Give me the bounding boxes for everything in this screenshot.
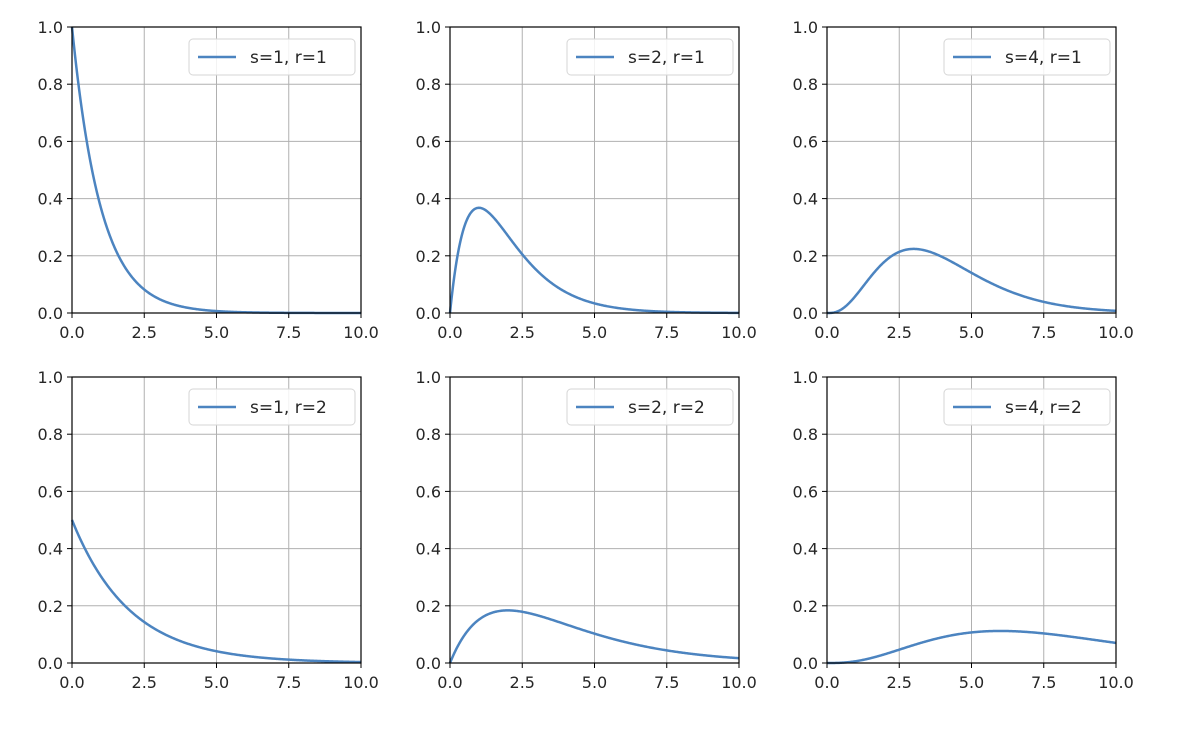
y-tick-label: 0.6 xyxy=(416,132,441,151)
legend-label: s=4, r=1 xyxy=(1005,48,1082,68)
x-tick-label: 7.5 xyxy=(1031,323,1056,342)
y-tick-label: 0.8 xyxy=(38,75,63,94)
y-tick-label: 1.0 xyxy=(416,18,441,37)
x-tick-label: 5.0 xyxy=(582,673,607,692)
x-tick-label: 5.0 xyxy=(204,323,229,342)
x-tick-label: 7.5 xyxy=(654,323,679,342)
y-tick-label: 0.4 xyxy=(793,540,818,559)
y-tick-label: 0.4 xyxy=(38,190,63,209)
legend-label: s=2, r=2 xyxy=(628,398,705,418)
legend: s=1, r=1 xyxy=(188,38,356,76)
y-tick-label: 0.6 xyxy=(793,132,818,151)
y-tick-label: 0.0 xyxy=(793,304,818,323)
y-tick-label: 0.8 xyxy=(793,425,818,444)
x-tick-label: 7.5 xyxy=(276,323,301,342)
x-tick-label: 0.0 xyxy=(59,673,84,692)
x-tick-label: 2.5 xyxy=(510,673,535,692)
y-tick-label: 0.2 xyxy=(38,597,63,616)
x-tick-label: 2.5 xyxy=(887,323,912,342)
y-tick-label: 0.6 xyxy=(793,482,818,501)
y-tick-label: 0.8 xyxy=(416,425,441,444)
legend-label: s=1, r=1 xyxy=(250,48,327,68)
legend: s=4, r=1 xyxy=(943,38,1111,76)
x-tick-label: 5.0 xyxy=(959,323,984,342)
series-line xyxy=(827,629,1117,665)
x-tick-label: 2.5 xyxy=(132,673,157,692)
y-tick-label: 0.8 xyxy=(38,425,63,444)
x-tick-label: 10.0 xyxy=(1098,673,1134,692)
y-tick-label: 1.0 xyxy=(416,368,441,387)
x-tick-label: 5.0 xyxy=(959,673,984,692)
x-tick-label: 0.0 xyxy=(437,323,462,342)
legend: s=4, r=2 xyxy=(943,388,1111,426)
y-tick-label: 0.4 xyxy=(416,190,441,209)
y-tick-label: 0.2 xyxy=(38,247,63,266)
legend-box xyxy=(566,388,734,426)
subplot-4: 0.0 2.5 5.0 7.5 10.0 0.0 0.2 0.4 0.6 0.8 1.0 s=1, r… xyxy=(38,368,379,692)
x-tick-label: 7.5 xyxy=(276,673,301,692)
x-tick-label: 5.0 xyxy=(204,673,229,692)
subplot-2: 0.0 2.5 5.0 7.5 10.0 0.0 0.2 0.4 0.6 0.8 1.0 s=2, r… xyxy=(416,18,757,342)
subplot-5: 0.0 2.5 5.0 7.5 10.0 0.0 0.2 0.4 0.6 0.8 1.0 s=2, r… xyxy=(416,368,757,692)
y-tick-label: 0.2 xyxy=(793,597,818,616)
y-tick-label: 0.8 xyxy=(416,75,441,94)
y-tick-label: 1.0 xyxy=(793,368,818,387)
y-tick-label: 0.0 xyxy=(793,654,818,673)
series-line xyxy=(448,609,740,664)
legend: s=2, r=1 xyxy=(566,38,734,76)
x-tick-label: 5.0 xyxy=(582,323,607,342)
y-tick-label: 0.4 xyxy=(416,540,441,559)
y-tick-label: 0.0 xyxy=(38,304,63,323)
x-tick-label: 0.0 xyxy=(437,673,462,692)
series-line xyxy=(827,247,1117,315)
y-tick-label: 1.0 xyxy=(38,18,63,37)
series-line xyxy=(70,519,362,664)
legend: s=1, r=2 xyxy=(188,388,356,426)
x-tick-label: 10.0 xyxy=(343,323,379,342)
y-tick-label: 0.2 xyxy=(416,597,441,616)
legend-box xyxy=(943,38,1111,76)
legend-label: s=1, r=2 xyxy=(250,398,327,418)
subplot-1: 0.0 2.5 5.0 7.5 10.0 0.0 0.2 0.4 0.6 0.8 1.0 s=1, r… xyxy=(38,18,379,342)
y-tick-label: 0.4 xyxy=(793,190,818,209)
x-tick-label: 10.0 xyxy=(721,323,757,342)
y-tick-label: 0.0 xyxy=(416,304,441,323)
subplot-3: 0.0 2.5 5.0 7.5 10.0 0.0 0.2 0.4 0.6 0.8 1.0 s=4, r… xyxy=(793,18,1134,342)
y-tick-label: 0.4 xyxy=(38,540,63,559)
x-tick-label: 0.0 xyxy=(814,673,839,692)
x-tick-label: 10.0 xyxy=(343,673,379,692)
x-tick-label: 0.0 xyxy=(814,323,839,342)
legend-label: s=4, r=2 xyxy=(1005,398,1082,418)
y-tick-label: 0.6 xyxy=(38,132,63,151)
legend-box xyxy=(943,388,1111,426)
y-tick-label: 0.6 xyxy=(38,482,63,501)
y-tick-label: 0.2 xyxy=(793,247,818,266)
legend: s=2, r=2 xyxy=(566,388,734,426)
x-tick-label: 2.5 xyxy=(510,323,535,342)
y-tick-label: 0.6 xyxy=(416,482,441,501)
x-tick-label: 0.0 xyxy=(59,323,84,342)
legend-box xyxy=(566,38,734,76)
y-tick-label: 0.8 xyxy=(793,75,818,94)
x-tick-label: 2.5 xyxy=(887,673,912,692)
y-tick-label: 0.0 xyxy=(416,654,441,673)
x-tick-label: 10.0 xyxy=(1098,323,1134,342)
legend-box xyxy=(188,388,356,426)
x-tick-label: 7.5 xyxy=(654,673,679,692)
y-tick-label: 1.0 xyxy=(38,368,63,387)
y-tick-label: 0.0 xyxy=(38,654,63,673)
x-tick-label: 7.5 xyxy=(1031,673,1056,692)
legend-box xyxy=(188,38,356,76)
x-tick-label: 10.0 xyxy=(721,673,757,692)
legend-label: s=2, r=1 xyxy=(628,48,705,68)
y-tick-label: 1.0 xyxy=(793,18,818,37)
y-tick-label: 0.2 xyxy=(416,247,441,266)
x-tick-label: 2.5 xyxy=(132,323,157,342)
subplot-6: 0.0 2.5 5.0 7.5 10.0 0.0 0.2 0.4 0.6 0.8 1.0 s=4, r… xyxy=(793,368,1134,692)
